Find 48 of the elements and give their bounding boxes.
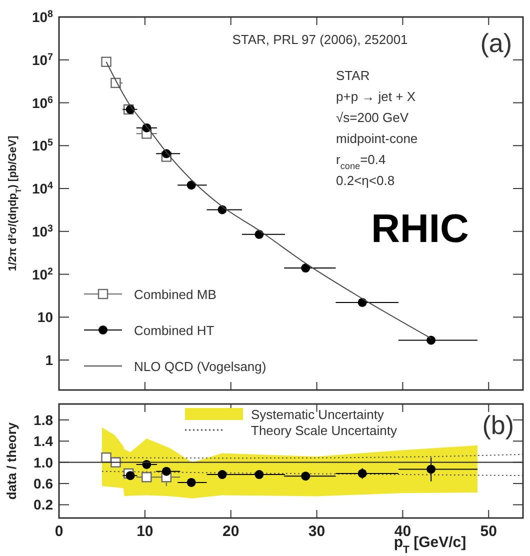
point <box>426 464 436 474</box>
y-tick-label: 10 <box>37 309 54 326</box>
point <box>142 472 152 482</box>
point <box>186 478 196 487</box>
point <box>301 264 310 273</box>
y-tick-label: 1.4 <box>34 433 54 450</box>
point <box>426 336 436 345</box>
annotation: STAR, PRL 97 (2006), 252001 <box>232 32 408 47</box>
annotation: r$_{cone}$=0.4 <box>336 152 386 171</box>
x-tick-label: 50 <box>480 523 497 540</box>
x-tick-label: 10 <box>136 523 154 540</box>
x-tick-label: 20 <box>222 523 240 540</box>
y-tick-label: 10$^{2}$ <box>32 266 54 282</box>
y-tick-label: 0.2 <box>34 496 54 513</box>
y-axis-title: data / theory <box>4 422 19 500</box>
x-tick-label: 40 <box>394 523 412 540</box>
point <box>186 180 196 190</box>
x-tick-label: 30 <box>308 523 326 540</box>
legend-label: Combined HT <box>134 323 214 338</box>
legend-label: Systematic Uncertainty <box>251 407 384 422</box>
y-tick-label: 10$^{8}$ <box>32 8 54 25</box>
legend-label: NLO QCD (Vogelsang) <box>134 359 266 374</box>
annotation: p+p → jet + X <box>336 89 416 104</box>
y-tick-label: 1.8 <box>34 412 54 428</box>
y-tick-label: 10$^{3}$ <box>32 222 54 240</box>
annotation: (a) <box>480 28 512 58</box>
y-tick-label: 1 <box>45 352 54 368</box>
y-tick-label: 0.6 <box>34 476 54 492</box>
legend-label: Combined MB <box>134 287 216 302</box>
point <box>126 471 135 480</box>
annotation: STAR <box>336 68 370 83</box>
annotation: (b) <box>482 410 514 440</box>
y-tick-label: 10$^{6}$ <box>32 94 54 111</box>
point <box>358 468 367 478</box>
point <box>254 470 264 480</box>
annotation: midpoint-cone <box>336 131 418 146</box>
y-tick-label: 1.0 <box>34 454 54 470</box>
x-tick-label: 0 <box>54 523 64 540</box>
y-tick-label: 10$^{5}$ <box>32 137 54 154</box>
point <box>162 466 171 476</box>
annotation: 0.2<η<0.8 <box>336 173 395 188</box>
y-tick-label: 10$^{7}$ <box>32 51 54 68</box>
legend-label: Theory Scale Uncertainty <box>251 423 398 438</box>
point <box>218 470 227 480</box>
annotation: √s=200 GeV <box>336 110 409 125</box>
y-tick-label: 10$^{4}$ <box>32 180 54 197</box>
point <box>301 472 310 481</box>
annotation: RHIC <box>371 207 469 251</box>
